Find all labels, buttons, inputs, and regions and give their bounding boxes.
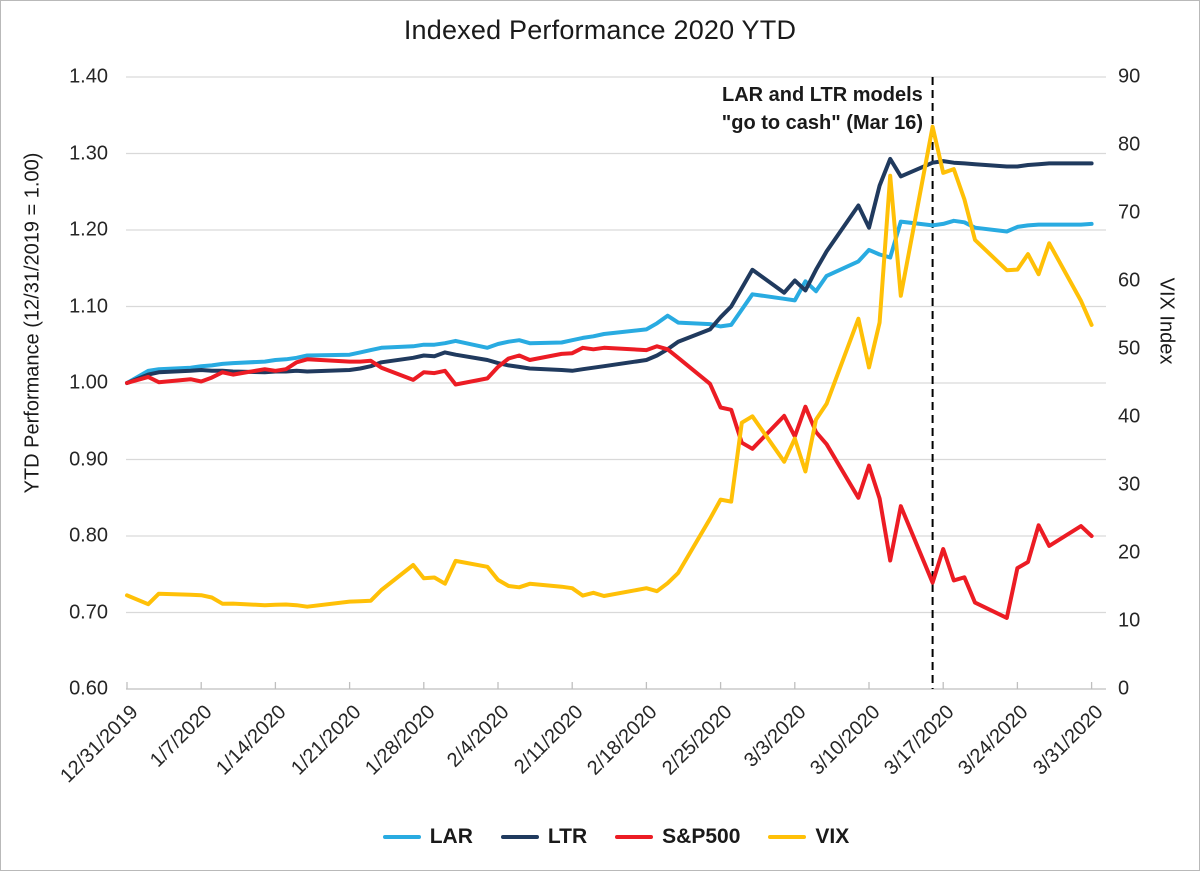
- y-axis-label-left: 0.80: [69, 524, 108, 547]
- y-axis-label-left: 1.30: [69, 142, 108, 164]
- y-axis-label-right: 70: [1118, 201, 1141, 224]
- series-line-sp500: [125, 344, 1094, 620]
- y-axis-label-left: 0.90: [69, 448, 108, 470]
- legend-item-vix: VIX: [768, 825, 849, 849]
- legend-marker-ltr: [500, 834, 539, 840]
- annotation-line-2: "go to cash" (Mar 16): [721, 112, 923, 134]
- chart-title: Indexed Performance 2020 YTD: [403, 15, 797, 45]
- right-axis-title: VIX Index: [1155, 277, 1178, 365]
- y-axis-label-left: 0.60: [69, 677, 108, 700]
- legend-label: VIX: [815, 825, 850, 848]
- y-axis-label-right: 40: [1118, 405, 1141, 428]
- y-axis-label-left: 1.10: [69, 295, 108, 317]
- legend-marker-vix: [768, 834, 807, 840]
- legend-label: LTR: [547, 825, 588, 848]
- annotation-line-1: LAR and LTR models: [722, 84, 923, 106]
- y-axis-label-right: 90: [1118, 65, 1141, 88]
- legend-marker-sp500: [615, 834, 654, 840]
- legend-label: LAR: [429, 825, 473, 848]
- y-axis-label-left: 1.20: [69, 218, 108, 241]
- y-axis-label-left: 0.70: [69, 601, 108, 623]
- series-line-vix: [125, 124, 1094, 609]
- legend-marker-lar: [382, 834, 421, 840]
- legend-item-lar: LAR: [382, 825, 473, 849]
- y-axis-label-right: 20: [1118, 541, 1141, 564]
- left-axis-title: YTD Performance (12/31/2019 = 1.00): [21, 152, 44, 494]
- y-axis-label-right: 80: [1118, 133, 1141, 156]
- y-axis-label-right: 50: [1118, 337, 1141, 360]
- legend-label: S&P500: [662, 825, 741, 848]
- y-axis-label-left: 1.00: [69, 371, 108, 394]
- legend: LAR LTR S&P500 VIX: [126, 825, 1106, 849]
- y-axis-label-right: 30: [1118, 473, 1141, 496]
- y-axis-label-right: 0: [1118, 677, 1130, 700]
- legend-item-sp500: S&P500: [615, 825, 740, 849]
- y-axis-label-right: 10: [1118, 609, 1141, 632]
- y-axis-label-left: 1.40: [69, 65, 108, 88]
- series-line-lar: [125, 218, 1094, 385]
- event-annotation: LAR and LTR models "go to cash" (Mar 16): [722, 81, 923, 137]
- y-axis-label-right: 60: [1118, 269, 1141, 292]
- legend-item-ltr: LTR: [500, 825, 588, 849]
